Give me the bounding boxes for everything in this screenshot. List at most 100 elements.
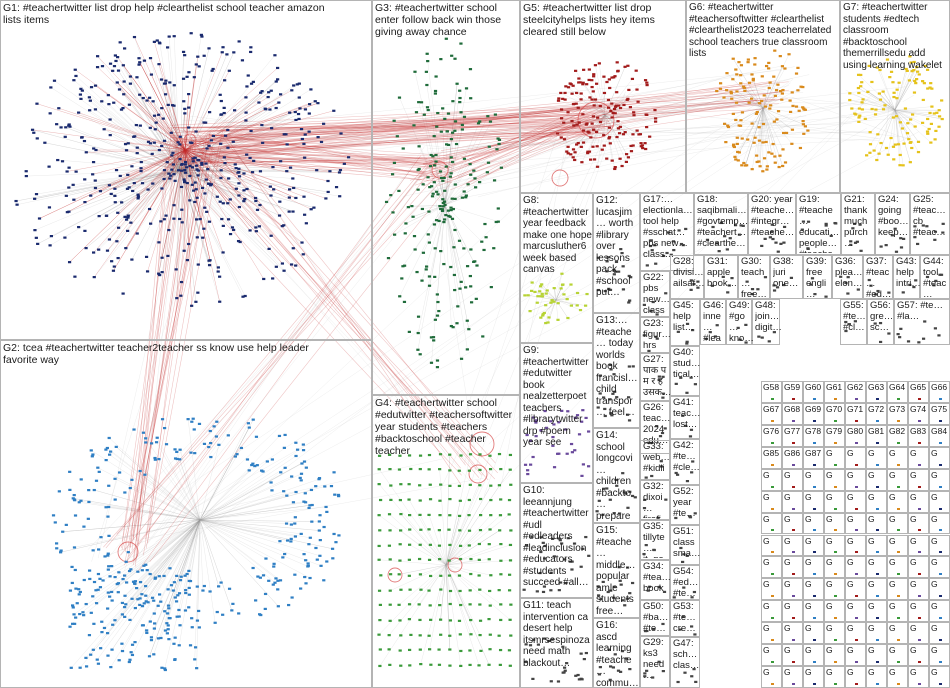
edge (894, 109, 923, 124)
edge (173, 114, 586, 128)
edge (184, 102, 279, 151)
edge (79, 519, 201, 668)
edge (628, 100, 777, 121)
group-box-g37: G37: #teac… #ed… (863, 255, 893, 299)
edge (179, 108, 266, 171)
node (89, 86, 94, 89)
node (244, 119, 248, 122)
edge (184, 149, 240, 177)
group-box-g48: G48: join… digit… (752, 299, 782, 345)
node (918, 551, 921, 554)
small-group-cell: G58 (761, 381, 782, 403)
edge (184, 149, 257, 228)
node (295, 83, 299, 86)
node (346, 156, 351, 159)
node (111, 269, 116, 272)
edge (428, 514, 447, 566)
group-box-g44: G44: tool #teac… (920, 255, 950, 299)
edge (877, 67, 896, 111)
small-group-label: G (826, 513, 833, 524)
edge (154, 115, 181, 171)
edge (604, 78, 633, 116)
node (160, 271, 164, 274)
edge (199, 506, 327, 521)
edge (199, 461, 305, 521)
node (918, 639, 921, 642)
node (897, 485, 900, 488)
edge (217, 129, 609, 153)
node (226, 218, 231, 221)
node (129, 221, 133, 224)
edge (604, 107, 621, 116)
edge (171, 114, 589, 133)
edge (199, 419, 254, 521)
edge (401, 116, 918, 156)
group-label: G43: help intri… (896, 257, 921, 289)
edge (894, 109, 940, 117)
edge (134, 136, 186, 151)
edge (488, 100, 867, 445)
edge (444, 204, 462, 282)
small-group-cell: G (761, 534, 782, 557)
edge (744, 87, 764, 109)
edge (445, 106, 603, 174)
edge (445, 564, 471, 591)
node (855, 639, 858, 642)
edge (156, 437, 201, 521)
edge (854, 109, 896, 114)
edge (86, 152, 181, 171)
edge (101, 519, 201, 622)
small-group-label: G (868, 557, 875, 568)
edge (177, 519, 201, 596)
small-group-cell: G81 (866, 424, 887, 447)
node (74, 74, 78, 78)
edge (184, 67, 278, 151)
small-group-label: G71 (847, 403, 864, 414)
node (813, 419, 816, 422)
edge (83, 519, 201, 616)
edge (869, 109, 896, 133)
edge (165, 131, 596, 145)
node (771, 661, 774, 664)
group-label: G4: #teachertwitter school #edutwitter #… (375, 397, 515, 458)
edge (44, 142, 181, 171)
small-group-cell: G (845, 446, 866, 469)
edge (894, 98, 898, 111)
node (195, 196, 199, 199)
small-group-cell: G77 (782, 424, 803, 447)
edge (179, 51, 184, 171)
node (259, 91, 263, 94)
small-group-label: G (910, 535, 917, 546)
node (164, 79, 168, 82)
edge (220, 98, 775, 139)
edge (62, 519, 201, 532)
group-box-g9: G9: #teachertwitter #edutwitter book nea… (520, 343, 593, 483)
small-group-cell: G82 (887, 424, 908, 447)
node (918, 507, 921, 510)
edge (94, 519, 201, 583)
edge (179, 149, 186, 160)
edge (90, 149, 186, 196)
edge (107, 447, 201, 521)
small-group-label: G (826, 535, 833, 546)
edge (124, 519, 201, 596)
group-label: G39: free engli… (806, 257, 830, 297)
node (834, 529, 837, 532)
small-group-cell: G62 (845, 381, 866, 403)
edge (751, 107, 764, 170)
edge (444, 132, 453, 206)
edge (197, 160, 452, 183)
edge (85, 169, 181, 249)
edge (179, 169, 237, 190)
group-box-g29: G29: ks3 need… (640, 636, 670, 688)
edge (164, 519, 201, 669)
edge (129, 169, 181, 188)
edge (179, 68, 214, 171)
group-label: G20: year #teache… #integr… #teache… (751, 195, 797, 238)
edge (462, 139, 600, 148)
node (227, 177, 231, 180)
group-box-g12: G12: lucasjim… worth #library over lesso… (593, 193, 640, 313)
edge (179, 169, 261, 206)
group-box-g36: G36: plea… elon… (832, 255, 863, 299)
node (813, 485, 816, 488)
